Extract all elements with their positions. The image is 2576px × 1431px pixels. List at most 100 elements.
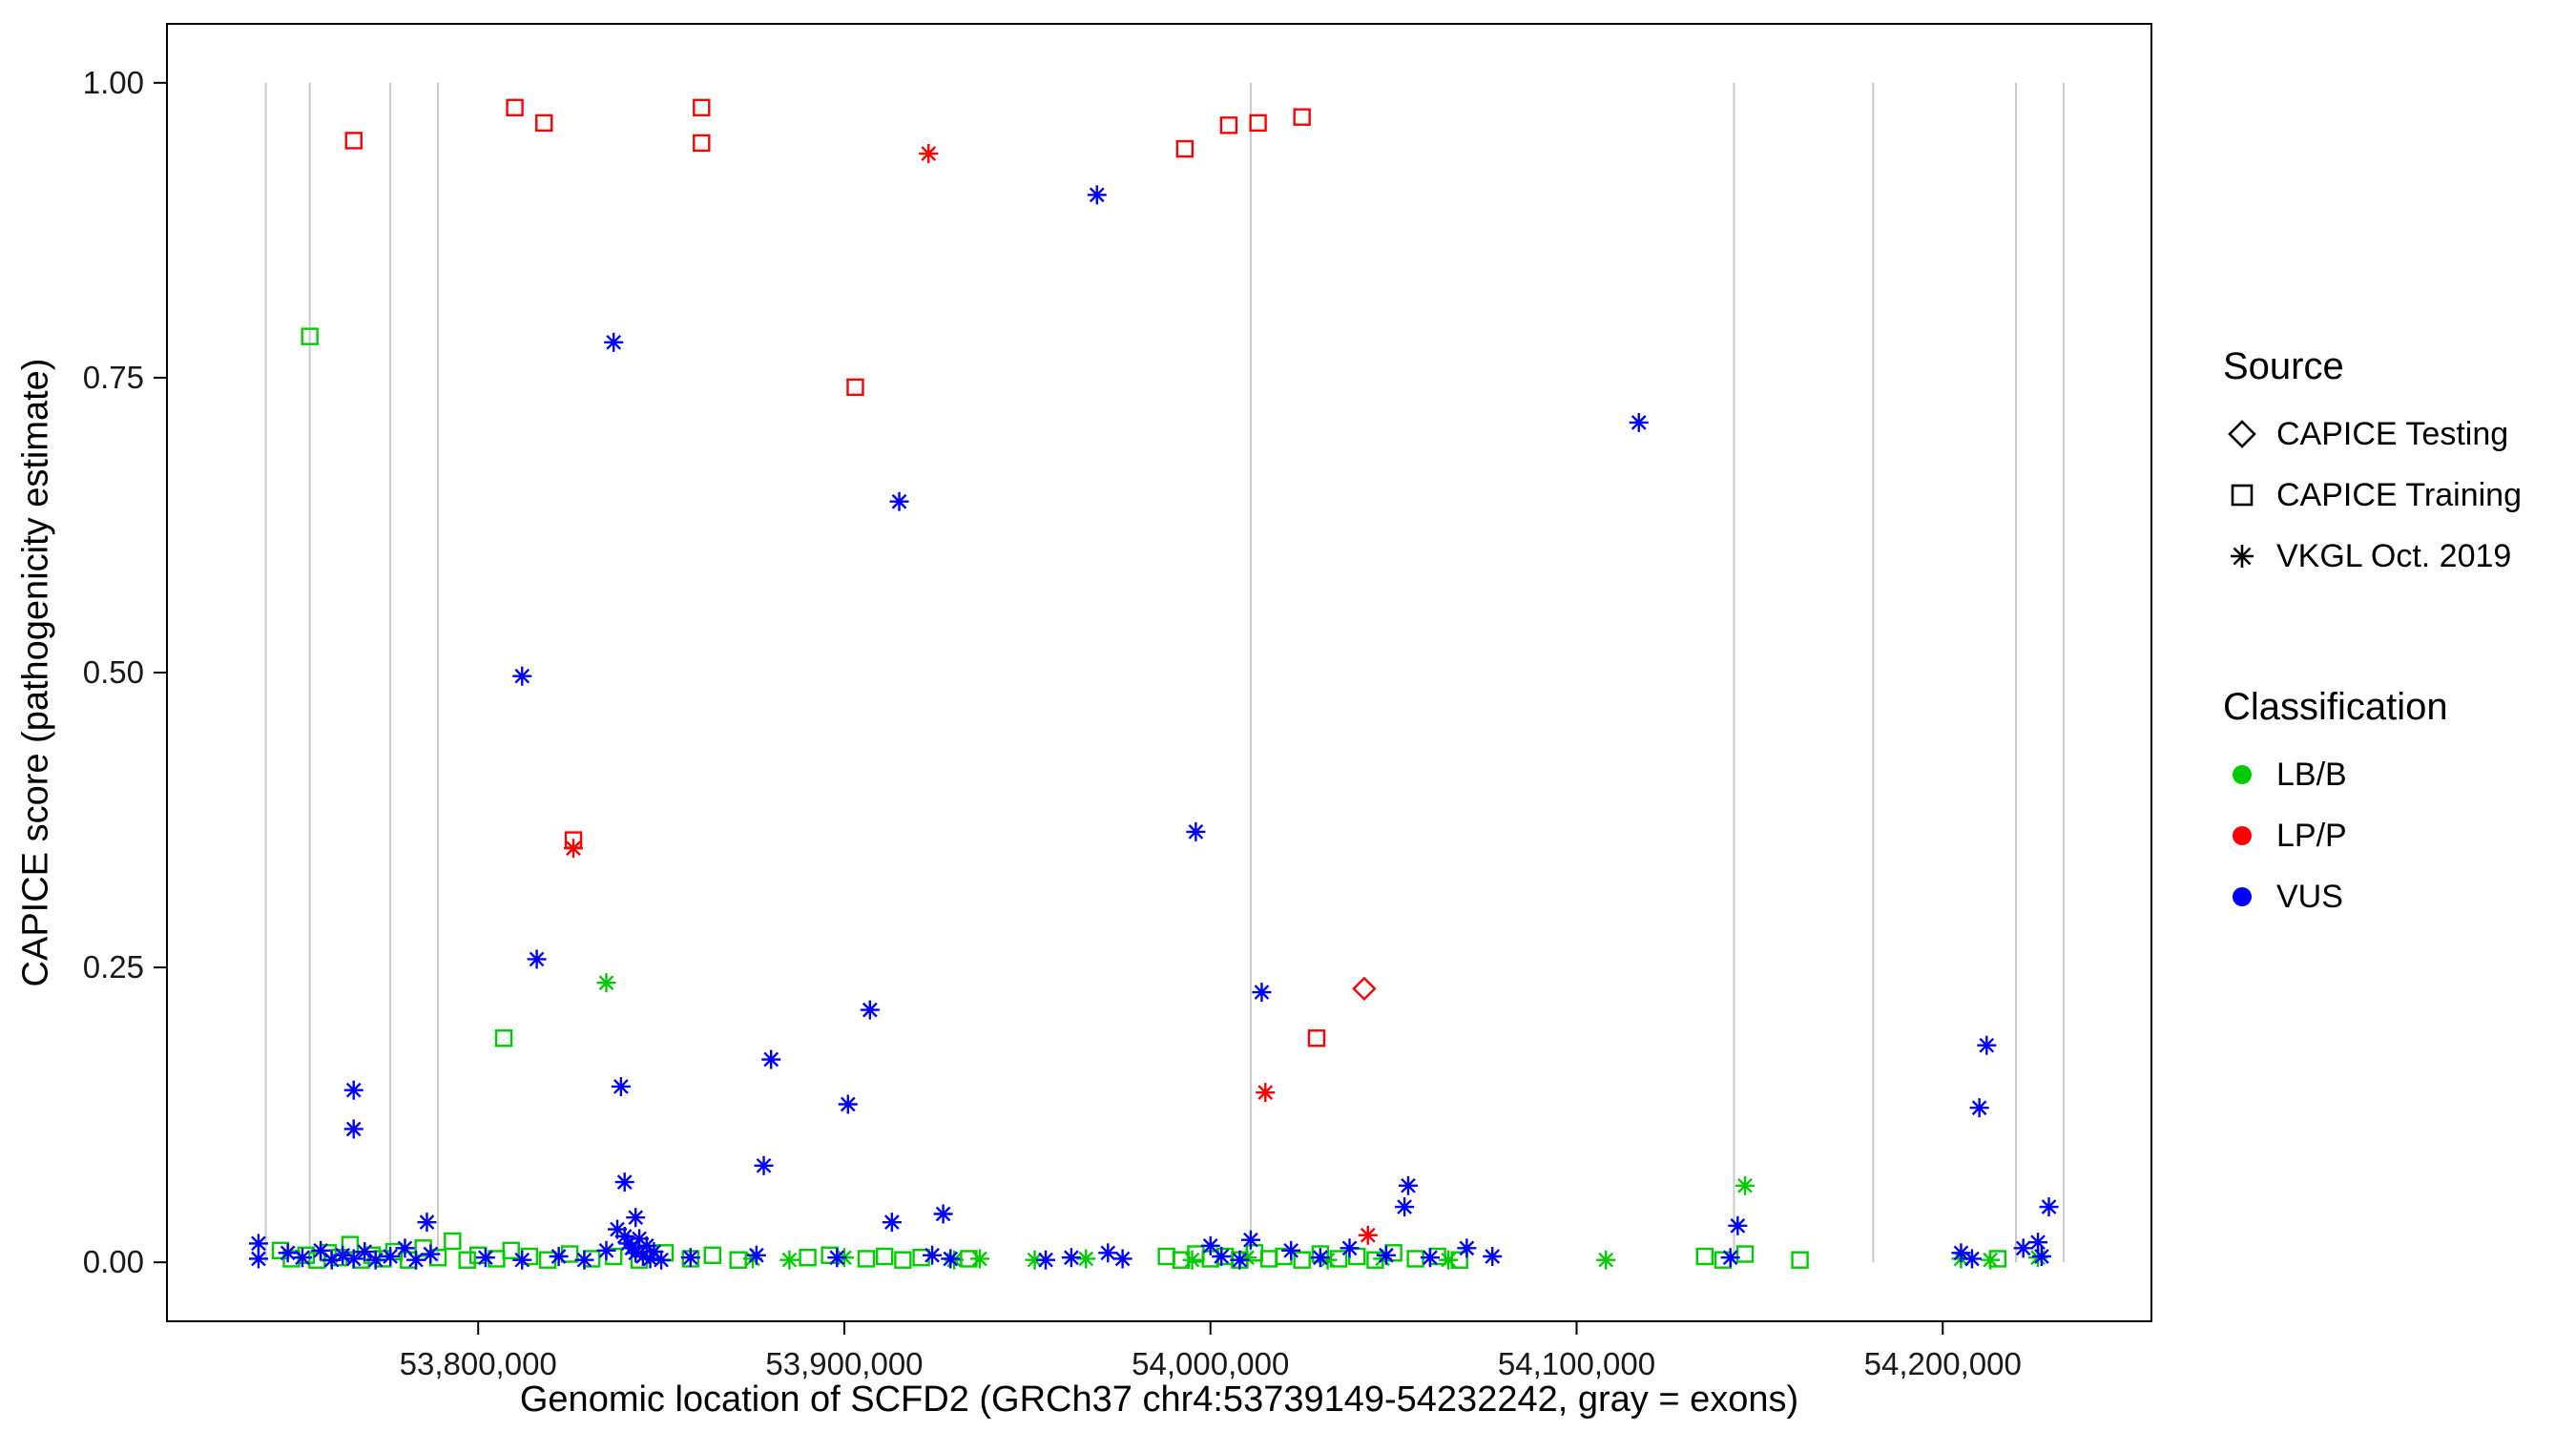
data-point [889, 491, 909, 511]
data-point [1087, 185, 1107, 205]
legend-item-label: VUS [2276, 878, 2343, 915]
asterisk-icon [2231, 545, 2254, 568]
y-tick-label: 0.25 [83, 949, 144, 985]
data-point [779, 1250, 800, 1270]
data-point [1695, 1247, 1714, 1266]
x-tick-label: 53,800,000 [400, 1346, 557, 1381]
data-point [1230, 1250, 1250, 1270]
legend-item-capice-testing: CAPICE Testing [2223, 415, 2522, 453]
data-point [563, 839, 583, 859]
data-point [1281, 1240, 1301, 1260]
data-point [506, 98, 524, 116]
data-point [1376, 1245, 1396, 1265]
data-point [2013, 1238, 2033, 1258]
data-point [693, 134, 711, 153]
data-point [494, 1029, 513, 1047]
x-tick-label: 54,100,000 [1498, 1346, 1655, 1381]
series-capice-training-lp-p [344, 98, 1326, 1047]
data-point [1293, 108, 1311, 126]
data-point [680, 1248, 700, 1268]
legend-spacer [2223, 598, 2522, 686]
data-point [421, 1244, 441, 1264]
data-point [405, 1250, 426, 1270]
y-tick-label: 1.00 [83, 65, 144, 100]
legend-item-vkgl: VKGL Oct. 2019 [2223, 537, 2522, 575]
legend: Source CAPICE Testing CAPICE Training [2223, 345, 2522, 939]
data-point [1395, 1197, 1415, 1217]
data-point [1259, 1250, 1278, 1268]
data-point [945, 1250, 965, 1270]
exon-lines [264, 82, 2065, 1263]
data-point [1307, 1029, 1326, 1047]
data-point [444, 1232, 462, 1251]
data-point [1310, 1248, 1330, 1268]
data-point [1293, 1251, 1311, 1269]
data-point [941, 1249, 961, 1269]
data-point [604, 332, 624, 352]
data-point [1981, 1250, 2001, 1270]
data-point [417, 1213, 437, 1233]
axis-tick-labels: 0.00 0.25 0.50 0.75 1.00 53,800,000 53,900,000… [83, 65, 2022, 1381]
data-point [1398, 1175, 1418, 1195]
data-point [1252, 983, 1272, 1003]
y-tick-label: 0.50 [83, 654, 144, 690]
data-point [1157, 1247, 1175, 1266]
data-point [761, 1049, 781, 1069]
y-tick-label: 0.00 [83, 1244, 144, 1279]
data-point [923, 1245, 943, 1265]
data-point [1720, 1248, 1740, 1268]
data-point [1175, 139, 1195, 158]
data-point [1249, 114, 1267, 133]
data-point [1098, 1243, 1118, 1263]
data-point [703, 1246, 722, 1264]
legend-item-label: VKGL Oct. 2019 [2276, 537, 2512, 574]
data-point [1439, 1250, 1459, 1270]
legend-source-title: Source [2223, 345, 2344, 387]
data-point [301, 327, 319, 345]
panel-border [166, 23, 2152, 1322]
data-point [278, 1243, 298, 1263]
legend-item-label: LB/B [2276, 756, 2347, 793]
data-point [1212, 1247, 1232, 1266]
x-tick-label: 53,900,000 [765, 1346, 923, 1381]
data-point [1352, 976, 1377, 1002]
data-point [652, 1250, 672, 1270]
data-point [1240, 1230, 1260, 1250]
data-point [1483, 1247, 1503, 1266]
legend-item-capice-training: CAPICE Training [2223, 476, 2522, 514]
data-point [1186, 821, 1206, 841]
data-point [1112, 1249, 1132, 1269]
data-point [1735, 1175, 1755, 1195]
data-point [1969, 1098, 1989, 1118]
data-point [838, 1094, 858, 1114]
diamond-icon [2228, 420, 2256, 448]
green-dot-icon [2233, 765, 2252, 784]
data-point [527, 949, 547, 969]
data-point [912, 1249, 930, 1267]
legend-item-vus: VUS [2223, 878, 2522, 916]
legend-item-lpp: LP/P [2223, 817, 2522, 855]
data-point [2031, 1247, 2051, 1266]
data-point [1457, 1238, 1477, 1258]
data-point [1735, 1245, 1755, 1263]
data-point [1962, 1249, 1982, 1269]
data-point [1791, 1251, 1809, 1269]
data-point [502, 1241, 520, 1260]
data-point [1076, 1249, 1096, 1269]
legend-item-label: LP/P [2276, 817, 2347, 854]
data-point [1420, 1248, 1440, 1268]
data-point [1977, 1035, 1997, 1055]
data-point [857, 1250, 876, 1268]
data-point [799, 1249, 817, 1267]
data-point [729, 1251, 747, 1269]
square-icon [2231, 484, 2254, 507]
data-point [574, 1250, 594, 1270]
data-point [292, 1248, 312, 1268]
blue-dot-icon [2233, 887, 2252, 906]
data-point [381, 1247, 401, 1266]
data-point [475, 1248, 495, 1268]
legend-classification-title: Classification [2223, 686, 2448, 728]
data-point [919, 144, 939, 163]
data-point [549, 1247, 569, 1266]
series-capice-testing-lp-p [1352, 976, 1377, 1002]
